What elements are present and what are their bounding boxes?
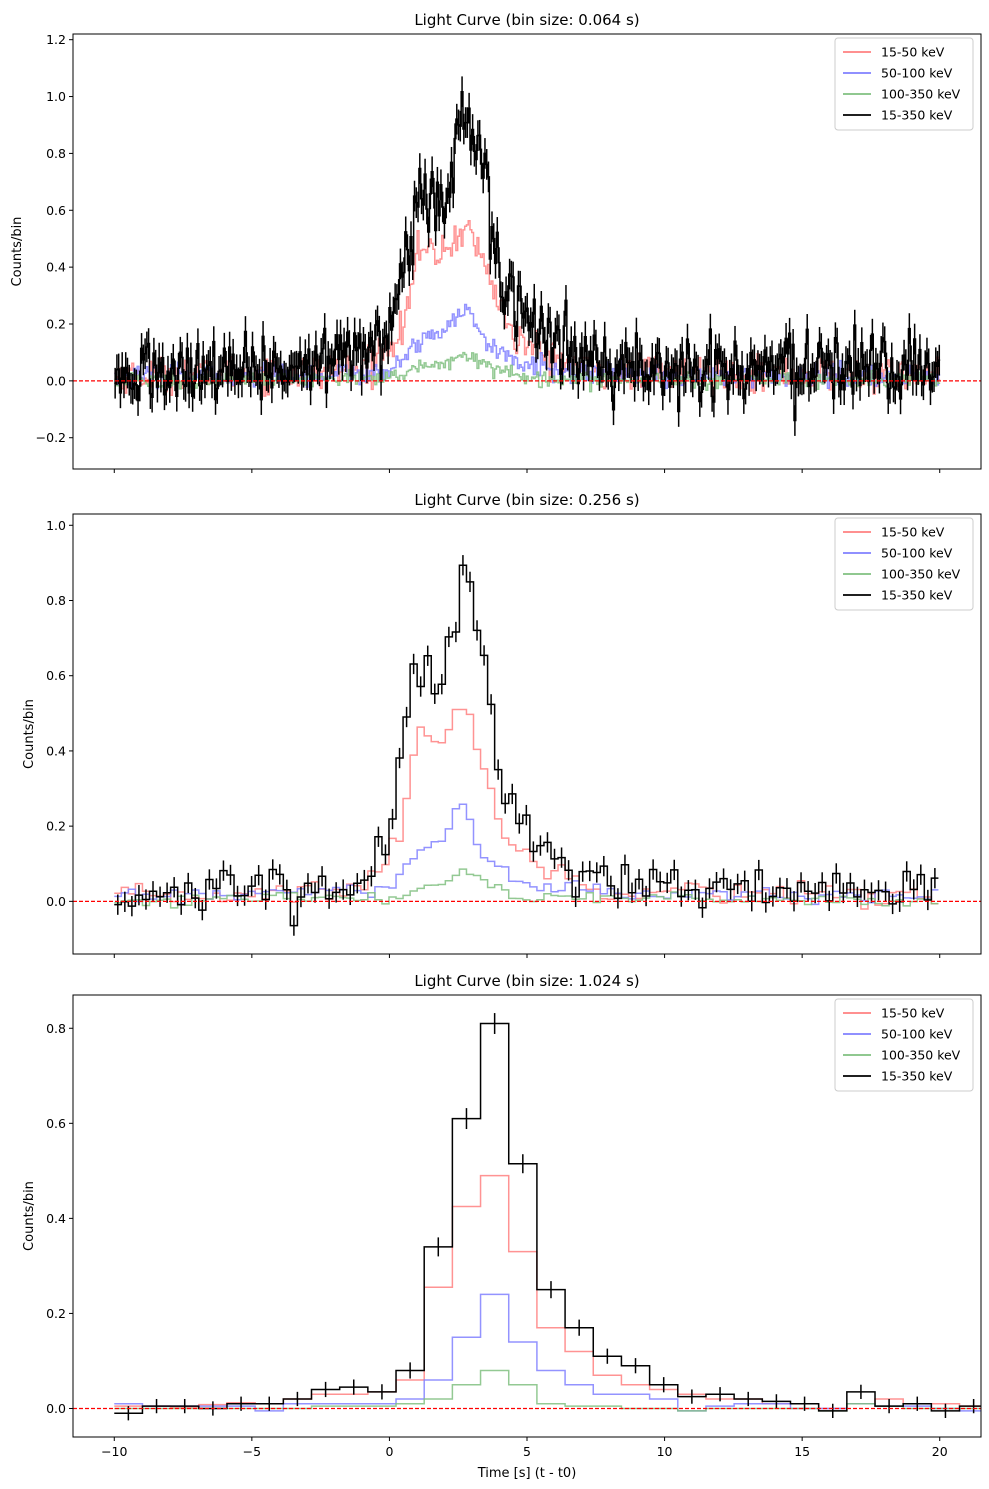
plot-area [73,555,981,936]
series-line-50-100-kev [114,803,939,906]
legend: 15-50 keV 50-100 keV 100-350 keV 15-350 keV [834,998,974,1092]
x-tick-label: 0 [385,1444,393,1459]
legend-label: 50-100 keV [881,546,953,561]
legend-box [834,517,974,611]
legend-label: 50-100 keV [881,66,953,81]
x-tick-label: 20 [932,1444,948,1459]
y-tick-label: 0.4 [46,260,66,275]
legend: 15-50 keV 50-100 keV 100-350 keV 15-350 keV [834,517,974,611]
legend-label: 100-350 keV [881,1048,961,1063]
error-bars [127,1013,975,1421]
y-axis-label: Counts/bin [10,217,25,287]
error-bars [117,555,936,936]
series-line-15-350-kev [114,564,939,927]
x-tick-label: 10 [657,1444,673,1459]
x-tick-label: 5 [523,1444,531,1459]
chart-panel-2: 0.0 0.2 0.4 0.6 0.8 1.0 Light Curve (bin size:… [22,491,982,958]
legend-label: 15-350 keV [881,1069,953,1084]
legend-label: 100-350 keV [881,567,961,582]
x-axis-label: Time [s] (t - t0) [477,1466,577,1481]
legend-box [834,37,974,131]
y-tick-label: 0.6 [46,203,66,218]
legend-label: 15-50 keV [881,45,945,60]
y-tick-label: 0.6 [46,668,66,683]
chart-title: Light Curve (bin size: 1.024 s) [414,972,639,990]
y-tick-label: 1.0 [46,89,66,104]
x-tick-label: −10 [101,1444,127,1459]
y-tick-label: 0.2 [46,317,66,332]
legend-label: 15-350 keV [881,588,953,603]
y-tick-label: 0.4 [46,743,66,758]
legend-label: 50-100 keV [881,1027,953,1042]
y-tick-label: 0.8 [46,146,66,161]
x-tick-label: −5 [243,1444,261,1459]
error-bars [114,76,941,436]
plot-area [73,1013,981,1421]
y-tick-label: 0.8 [46,1021,66,1036]
chart-panel-1: −0.2 0.0 0.2 0.4 0.6 0.8 1.0 1.2 Light Curve (bi… [10,11,982,473]
y-tick-label: 0.0 [46,373,66,388]
y-tick-label: −0.2 [36,430,66,445]
x-tick-label: 15 [794,1444,810,1459]
legend-box [834,998,974,1092]
y-tick-label: 1.2 [46,32,66,47]
y-tick-label: 0.8 [46,593,66,608]
series-line-15-50-kev [114,708,939,910]
legend-label: 15-350 keV [881,108,953,123]
y-tick-label: 1.0 [46,518,66,533]
series-line-100-350-kev [114,1369,981,1412]
y-tick-label: 0.2 [46,1306,66,1321]
legend-label: 15-50 keV [881,1006,945,1021]
chart-title: Light Curve (bin size: 0.256 s) [414,491,639,509]
y-tick-label: 0.4 [46,1211,66,1226]
y-tick-label: 0.2 [46,819,66,834]
y-tick-label: 0.0 [46,1401,66,1416]
plot-area [73,76,981,436]
y-tick-label: 0.6 [46,1116,66,1131]
chart-title: Light Curve (bin size: 0.064 s) [414,11,639,29]
series-line-50-100-kev [114,1293,981,1412]
y-axis-label: Counts/bin [22,1181,37,1251]
y-tick-label: 0.0 [46,894,66,909]
legend: 15-50 keV 50-100 keV 100-350 keV 15-350 keV [834,37,974,131]
legend-label: 100-350 keV [881,87,961,102]
y-axis-label: Counts/bin [22,699,37,769]
chart-panel-3: 0.0 0.2 0.4 0.6 0.8 −10 −5 0 5 10 15 20 Light Curve … [22,972,982,1481]
legend-label: 15-50 keV [881,525,945,540]
